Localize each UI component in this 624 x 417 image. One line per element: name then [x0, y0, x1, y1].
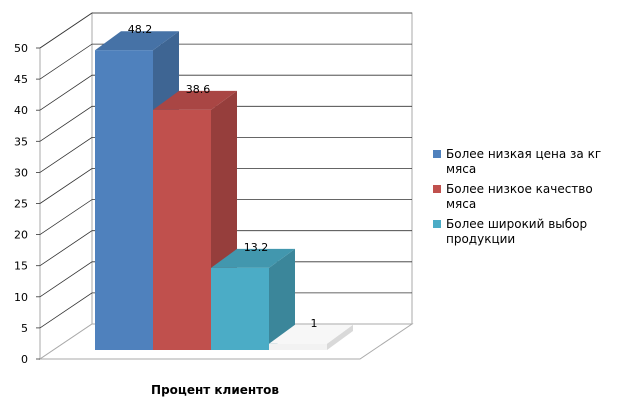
bars	[95, 31, 353, 351]
data-label: 38.6	[186, 83, 211, 96]
y-tick-label: 25	[14, 198, 28, 211]
y-tick-label: 15	[14, 260, 28, 273]
bar-top	[269, 324, 353, 344]
legend-swatch	[433, 150, 441, 158]
y-tick-label: 30	[14, 166, 28, 179]
gridline	[39, 292, 412, 329]
bar	[269, 324, 353, 350]
y-tick-label: 10	[14, 291, 28, 304]
bar-side	[269, 248, 295, 350]
gridline	[39, 199, 412, 235]
legend-label: Более широкий выбор	[446, 217, 587, 231]
gridline	[39, 43, 412, 80]
gridlines	[39, 12, 412, 329]
bar-top	[211, 248, 295, 268]
gridline	[39, 230, 412, 267]
legend-swatch	[433, 220, 441, 228]
bar-front	[153, 109, 211, 351]
gridline	[39, 12, 412, 49]
y-tick-label: 35	[14, 135, 28, 148]
legend-label-continued: продукции	[446, 232, 515, 246]
y-tick-label: 40	[14, 104, 28, 117]
data-label: 48.2	[128, 23, 153, 36]
legend-label-continued: мяса	[446, 162, 476, 176]
bar-front	[95, 50, 153, 351]
bar-front	[269, 343, 327, 350]
legend-label-continued: мяса	[446, 197, 476, 211]
y-axis-ticks: 0 5 10 15 20 25 30 35 40 45 50	[14, 42, 40, 366]
gridline	[39, 74, 412, 111]
bar	[211, 248, 295, 350]
data-label: 13.2	[244, 241, 269, 254]
gridline	[39, 105, 412, 142]
y-tick-label: 5	[21, 322, 28, 335]
y-tick-label: 20	[14, 229, 28, 242]
data-labels: 48.2 38.6 13.2 1	[128, 23, 318, 330]
legend-label: Более низкое качество	[446, 182, 593, 196]
gridline	[39, 136, 412, 173]
gridline	[39, 168, 412, 204]
legend-label: Более низкая цена за кг	[446, 147, 601, 161]
bar-side	[327, 324, 353, 350]
x-axis-label: Процент клиентов	[151, 383, 279, 397]
data-label: 1	[311, 317, 318, 330]
bar-top	[95, 31, 179, 51]
y-tick-label: 50	[14, 42, 28, 55]
y-tick-label: 0	[21, 353, 28, 366]
bar-top	[153, 90, 237, 110]
gridline	[39, 261, 412, 298]
legend-swatch	[433, 185, 441, 193]
y-tick-label: 45	[14, 73, 28, 86]
bar-front	[211, 267, 269, 350]
